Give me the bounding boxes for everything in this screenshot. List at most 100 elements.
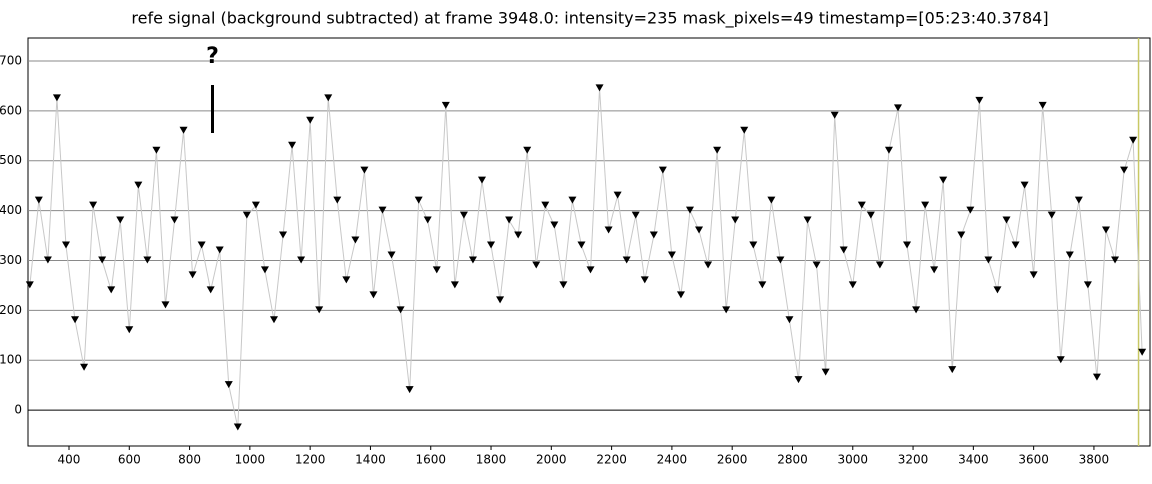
x-tick-label: 1600 [415, 453, 446, 467]
data-point [948, 366, 957, 374]
x-tick-label: 400 [58, 453, 81, 467]
chart-title: refe signal (background subtracted) at f… [131, 9, 1048, 29]
data-point [1074, 196, 1083, 204]
series-line [29, 88, 1143, 428]
data-point [912, 306, 921, 314]
data-point [279, 231, 288, 239]
data-point [1002, 216, 1011, 224]
data-point [749, 241, 758, 249]
data-point [441, 101, 450, 109]
data-point [830, 111, 839, 119]
data-point [98, 256, 107, 264]
data-point [315, 306, 324, 314]
data-point [884, 146, 893, 154]
data-point [477, 176, 486, 184]
data-point [80, 363, 89, 371]
data-point [731, 216, 740, 224]
data-point [306, 116, 315, 124]
data-point [1120, 166, 1129, 174]
data-point [423, 216, 432, 224]
data-point [866, 211, 875, 219]
data-point [505, 216, 514, 224]
data-point [568, 196, 577, 204]
data-point [107, 286, 116, 294]
data-point [34, 196, 43, 204]
data-point [640, 276, 649, 284]
data-point [767, 196, 776, 204]
data-point [260, 266, 269, 274]
data-point [676, 291, 685, 299]
data-point [848, 281, 857, 289]
data-point [71, 316, 80, 324]
data-point [776, 256, 785, 264]
data-point [496, 296, 505, 304]
plot-area [27, 37, 1151, 447]
data-point [586, 266, 595, 274]
data-point [514, 231, 523, 239]
data-point [785, 316, 794, 324]
data-point [903, 241, 912, 249]
data-point [1083, 281, 1092, 289]
data-point [161, 301, 170, 309]
x-tick-label: 1800 [476, 453, 507, 467]
data-point [188, 271, 197, 279]
x-tick-label: 1400 [355, 453, 386, 467]
data-point [957, 231, 966, 239]
data-point [541, 201, 550, 209]
data-point [396, 306, 405, 314]
y-tick-label: 700 [0, 53, 22, 67]
y-tick-label: 400 [0, 203, 22, 217]
data-point [921, 201, 930, 209]
data-point [414, 196, 423, 204]
data-point [839, 246, 848, 254]
data-point [125, 326, 134, 334]
data-point [695, 226, 704, 234]
x-tick-label: 3000 [837, 453, 868, 467]
data-point [930, 266, 939, 274]
data-point [333, 196, 342, 204]
data-point [468, 256, 477, 264]
x-tick-label: 2200 [596, 453, 627, 467]
data-point [1138, 348, 1147, 356]
data-point [251, 201, 260, 209]
y-tick-label: 500 [0, 153, 22, 167]
y-tick-label: 0 [14, 403, 22, 417]
data-point [369, 291, 378, 299]
data-point [152, 146, 161, 154]
data-point [559, 281, 568, 289]
data-point [993, 286, 1002, 294]
x-tick-label: 1000 [235, 453, 266, 467]
data-point [1056, 356, 1065, 364]
data-point [740, 126, 749, 134]
data-point [224, 381, 233, 389]
data-point [604, 226, 613, 234]
data-point [351, 236, 360, 244]
data-point [1047, 211, 1056, 219]
data-point [378, 206, 387, 214]
data-point [812, 261, 821, 269]
data-point [25, 281, 34, 289]
data-point [595, 84, 604, 92]
data-point [1011, 241, 1020, 249]
data-point [405, 386, 414, 394]
data-point [857, 201, 866, 209]
data-point [43, 256, 52, 264]
data-point [758, 281, 767, 289]
data-point [134, 181, 143, 189]
y-tick-label: 200 [0, 303, 22, 317]
x-tick-label: 3400 [958, 453, 989, 467]
x-tick-label: 2600 [717, 453, 748, 467]
data-point [1111, 256, 1120, 264]
data-point [170, 216, 179, 224]
data-point [342, 276, 351, 284]
data-point [61, 241, 70, 249]
data-point [116, 216, 125, 224]
data-point [215, 246, 224, 254]
x-tick-label: 2000 [536, 453, 567, 467]
data-point [179, 126, 188, 134]
x-tick-label: 3200 [898, 453, 929, 467]
data-point [143, 256, 152, 264]
data-point [713, 146, 722, 154]
data-point [450, 281, 459, 289]
data-point [288, 141, 297, 149]
